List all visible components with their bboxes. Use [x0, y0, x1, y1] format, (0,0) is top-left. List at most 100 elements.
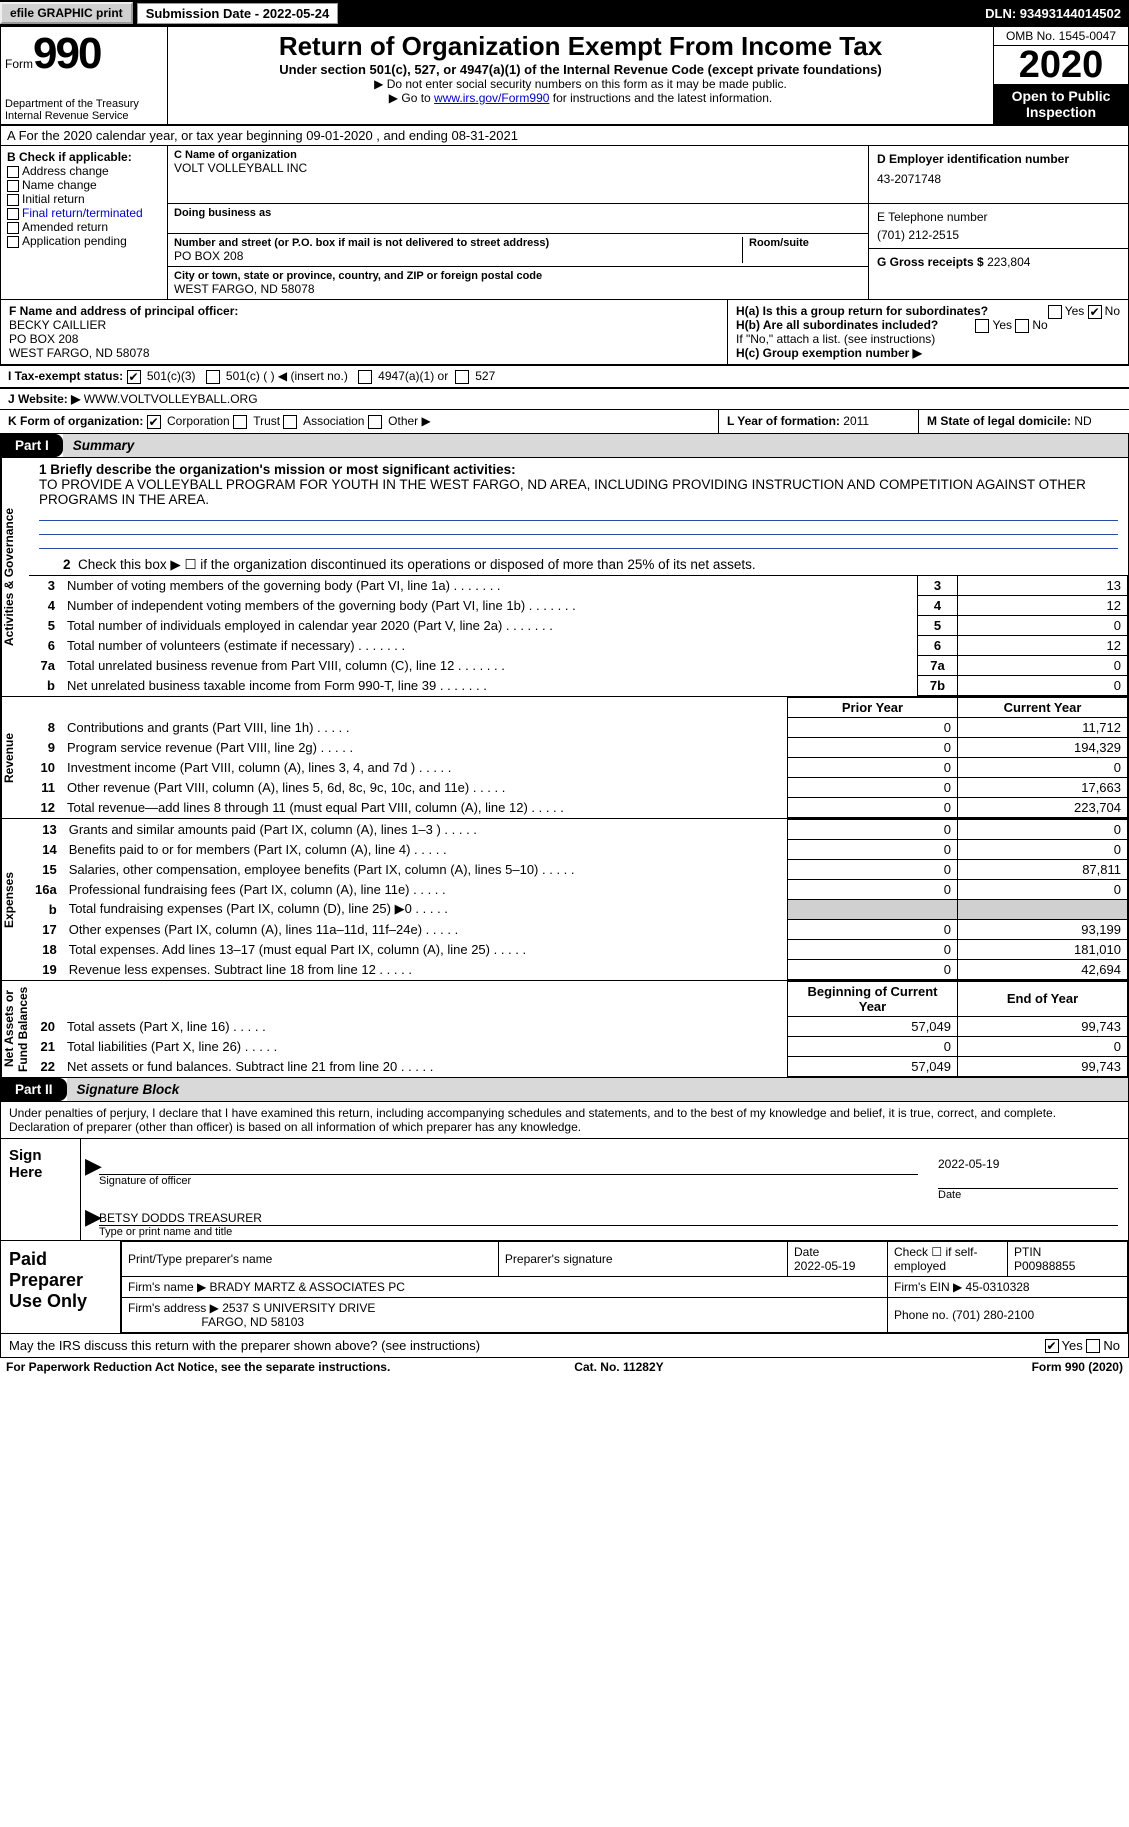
chk-assoc[interactable]	[283, 415, 297, 429]
chk-final[interactable]: Final return/terminated	[7, 206, 161, 220]
form-title: Return of Organization Exempt From Incom…	[176, 31, 985, 62]
chk-4947[interactable]	[358, 370, 372, 384]
fin-row: 14Benefits paid to or for members (Part …	[29, 839, 1128, 859]
sig-officer-label: Signature of officer	[99, 1175, 918, 1187]
chk-corp[interactable]	[147, 415, 161, 429]
form-subtitle: Under section 501(c), 527, or 4947(a)(1)…	[176, 62, 985, 77]
opt-trust: Trust	[253, 414, 280, 428]
m-val: ND	[1074, 414, 1091, 428]
fh-row: F Name and address of principal officer:…	[0, 300, 1129, 365]
efile-button[interactable]: efile GRAPHIC print	[0, 2, 133, 24]
ha-yes[interactable]: Yes	[1065, 304, 1085, 318]
form-word: Form	[5, 57, 33, 71]
phone-label: Phone no.	[894, 1308, 949, 1322]
hdr-current-year: Current Year	[958, 697, 1128, 717]
gov-row: bNet unrelated business taxable income f…	[29, 675, 1128, 695]
chk-name[interactable]: Name change	[7, 178, 161, 192]
m-label: M State of legal domicile:	[927, 414, 1071, 428]
q2: 2 Check this box ▶ ☐ if the organization…	[29, 553, 1128, 575]
gov-table: 3Number of voting members of the governi…	[29, 575, 1128, 696]
chk-pending[interactable]: Application pending	[7, 234, 161, 248]
expenses-table: 13Grants and similar amounts paid (Part …	[29, 819, 1128, 980]
mission-line1	[39, 507, 1118, 521]
fin-row: 10Investment income (Part VIII, column (…	[29, 757, 1128, 777]
chk-other[interactable]	[368, 415, 382, 429]
chk-501c[interactable]	[206, 370, 220, 384]
penalties-text: Under penalties of perjury, I declare th…	[0, 1102, 1129, 1139]
discuss-yes: Yes	[1062, 1338, 1083, 1353]
col-b-title: B Check if applicable:	[7, 150, 161, 164]
netassets-table: Beginning of Current YearEnd of Year 20T…	[29, 981, 1128, 1077]
officer-addr2: WEST FARGO, ND 58078	[9, 346, 719, 360]
chk-trust[interactable]	[233, 415, 247, 429]
hdr-end-year: End of Year	[958, 981, 1128, 1016]
l-label: L Year of formation:	[727, 414, 840, 428]
opt-other: Other ▶	[388, 414, 431, 428]
chk-pending-label: Application pending	[22, 234, 127, 248]
hdr-prior-year: Prior Year	[788, 697, 958, 717]
top-bar: efile GRAPHIC print Submission Date - 20…	[0, 0, 1129, 26]
fin-row: 19Revenue less expenses. Subtract line 1…	[29, 959, 1128, 979]
hc-label: H(c) Group exemption number ▶	[736, 346, 1120, 360]
fin-row: 8Contributions and grants (Part VIII, li…	[29, 717, 1128, 737]
year-formation: L Year of formation: 2011	[719, 410, 919, 433]
sign-here-label: Sign Here	[1, 1139, 81, 1240]
chk-amended-label: Amended return	[22, 220, 108, 234]
opt-assoc: Association	[303, 414, 364, 428]
prep-ptin: P00988855	[1014, 1259, 1075, 1273]
chk-527[interactable]	[455, 370, 469, 384]
sig-line[interactable]	[99, 1157, 918, 1175]
room-label: Room/suite	[749, 237, 862, 249]
chk-initial-label: Initial return	[22, 192, 85, 206]
chk-initial[interactable]: Initial return	[7, 192, 161, 206]
opt-501c3: 501(c)(3)	[147, 369, 196, 383]
prep-date: 2022-05-19	[794, 1259, 855, 1273]
officer-addr1: PO BOX 208	[9, 332, 719, 346]
revenue-block: Revenue Prior YearCurrent Year 8Contribu…	[0, 697, 1129, 819]
governance-block: Activities & Governance 1 Briefly descri…	[0, 458, 1129, 697]
fin-row: 20Total assets (Part X, line 16) . . . .…	[29, 1016, 1128, 1036]
hb-yes[interactable]: Yes	[992, 318, 1012, 332]
footer-cat: Cat. No. 11282Y	[574, 1360, 663, 1374]
footer-right: Form 990 (2020)	[1032, 1360, 1123, 1374]
l-val: 2011	[843, 414, 869, 428]
chk-501c3[interactable]	[127, 370, 141, 384]
ha-no[interactable]: No	[1105, 304, 1120, 318]
mission-text: TO PROVIDE A VOLLEYBALL PROGRAM FOR YOUT…	[39, 477, 1118, 507]
chk-address[interactable]: Address change	[7, 164, 161, 178]
ein: 43-2071748	[877, 166, 1120, 186]
addr-label: Number and street (or P.O. box if mail i…	[174, 237, 742, 249]
chk-amended[interactable]: Amended return	[7, 220, 161, 234]
firm-ein: 45-0310328	[966, 1280, 1030, 1294]
row-a-tax-year: A For the 2020 calendar year, or tax yea…	[0, 126, 1129, 146]
paid-preparer-section: Paid Preparer Use Only Print/Type prepar…	[0, 1241, 1129, 1334]
sign-section: Sign Here Signature of officer 2022-05-1…	[0, 1139, 1129, 1241]
discuss-yes-chk[interactable]	[1045, 1339, 1059, 1353]
gov-row: 7aTotal unrelated business revenue from …	[29, 655, 1128, 675]
hdr-begin-year: Beginning of Current Year	[788, 981, 958, 1016]
hb-no[interactable]: No	[1032, 318, 1047, 332]
fin-row: 18Total expenses. Add lines 13–17 (must …	[29, 939, 1128, 959]
part1-tab: Part I	[1, 434, 63, 457]
tax-year: 2020	[994, 46, 1128, 84]
dln: DLN: 93493144014502	[985, 6, 1129, 21]
fin-row: bTotal fundraising expenses (Part IX, co…	[29, 899, 1128, 919]
fin-row: 21Total liabilities (Part X, line 26) . …	[29, 1036, 1128, 1056]
city-label: City or town, state or province, country…	[174, 270, 862, 282]
form-990: 990	[33, 29, 100, 78]
footer-left: For Paperwork Reduction Act Notice, see …	[6, 1360, 390, 1374]
prep-h4[interactable]: Check ☐ if self-employed	[888, 1241, 1008, 1276]
fin-row: 12Total revenue—add lines 8 through 11 (…	[29, 797, 1128, 817]
mission-line3	[39, 535, 1118, 549]
part2-tab: Part II	[1, 1078, 67, 1101]
fin-row: 13Grants and similar amounts paid (Part …	[29, 819, 1128, 839]
discuss-no-chk[interactable]	[1086, 1339, 1100, 1353]
ein-label: D Employer identification number	[877, 152, 1120, 166]
irs-link[interactable]: www.irs.gov/Form990	[434, 91, 549, 105]
gross-label: G Gross receipts $	[877, 255, 984, 269]
website: WWW.VOLTVOLLEYBALL.ORG	[84, 392, 258, 406]
firm-name: BRADY MARTZ & ASSOCIATES PC	[210, 1280, 405, 1294]
org-address: PO BOX 208	[174, 249, 742, 263]
discuss-no: No	[1103, 1338, 1120, 1353]
form-note1: ▶ Do not enter social security numbers o…	[176, 77, 985, 91]
